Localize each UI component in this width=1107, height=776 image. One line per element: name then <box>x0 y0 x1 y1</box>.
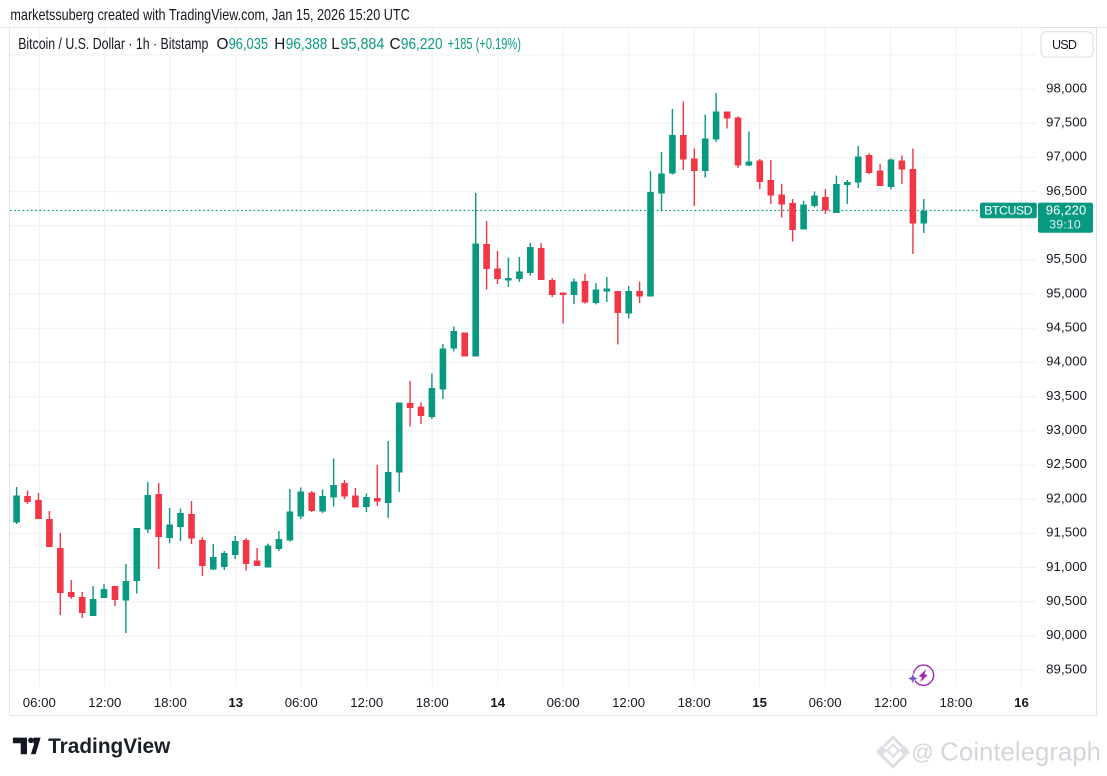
svg-text:16: 16 <box>1014 695 1029 710</box>
svg-text:12:00: 12:00 <box>88 695 121 710</box>
svg-text:95,884: 95,884 <box>341 36 385 53</box>
svg-text:06:00: 06:00 <box>285 695 318 710</box>
svg-text:H: H <box>274 36 285 53</box>
svg-text:96,388: 96,388 <box>286 36 328 53</box>
svg-text:97,500: 97,500 <box>1046 115 1087 130</box>
svg-text:97,000: 97,000 <box>1046 149 1087 164</box>
svg-text:95,500: 95,500 <box>1046 251 1087 266</box>
svg-text:96,220: 96,220 <box>401 36 443 53</box>
svg-text:18:00: 18:00 <box>678 695 711 710</box>
svg-text:92,500: 92,500 <box>1046 456 1087 471</box>
svg-text:93,500: 93,500 <box>1046 388 1087 403</box>
svg-text:USD: USD <box>1052 38 1077 52</box>
svg-text:96,500: 96,500 <box>1046 183 1087 198</box>
svg-text:12:00: 12:00 <box>612 695 645 710</box>
svg-text:18:00: 18:00 <box>154 695 187 710</box>
svg-text:Bitcoin / U.S. Dollar · 1h · B: Bitcoin / U.S. Dollar · 1h · Bitstamp <box>18 36 208 53</box>
svg-text:12:00: 12:00 <box>874 695 907 710</box>
svg-text:90,500: 90,500 <box>1046 593 1087 608</box>
svg-text:06:00: 06:00 <box>23 695 56 710</box>
svg-text:12:00: 12:00 <box>350 695 383 710</box>
svg-text:98,000: 98,000 <box>1046 80 1087 95</box>
svg-text:06:00: 06:00 <box>809 695 842 710</box>
svg-text:06:00: 06:00 <box>547 695 580 710</box>
svg-text:Cointelegraph: Cointelegraph <box>940 737 1101 767</box>
svg-text:O: O <box>217 36 229 53</box>
svg-text:14: 14 <box>490 695 505 710</box>
svg-text:+185 (+0.19%): +185 (+0.19%) <box>448 36 521 53</box>
svg-text:C: C <box>390 36 401 53</box>
svg-text:18:00: 18:00 <box>416 695 449 710</box>
svg-text:15: 15 <box>752 695 767 710</box>
svg-text:94,500: 94,500 <box>1046 320 1087 335</box>
svg-text:95,000: 95,000 <box>1046 285 1087 300</box>
svg-text:39:10: 39:10 <box>1049 217 1081 231</box>
svg-text:93,000: 93,000 <box>1046 422 1087 437</box>
svg-text:92,000: 92,000 <box>1046 490 1087 505</box>
svg-text:TradingView: TradingView <box>48 735 171 758</box>
svg-text:94,000: 94,000 <box>1046 354 1087 369</box>
svg-text:96,220: 96,220 <box>1046 202 1087 217</box>
svg-text:89,500: 89,500 <box>1046 661 1087 676</box>
svg-text:18:00: 18:00 <box>940 695 973 710</box>
svg-text:90,000: 90,000 <box>1046 627 1087 642</box>
svg-text:96,035: 96,035 <box>229 36 269 53</box>
svg-text:@: @ <box>911 740 933 765</box>
svg-text:marketssuberg created with Tra: marketssuberg created with TradingView.c… <box>10 7 409 24</box>
svg-text:L: L <box>331 36 340 53</box>
svg-text:13: 13 <box>228 695 243 710</box>
svg-text:91,000: 91,000 <box>1046 559 1087 574</box>
svg-text:91,500: 91,500 <box>1046 525 1087 540</box>
svg-text:BTCUSD: BTCUSD <box>984 204 1032 218</box>
